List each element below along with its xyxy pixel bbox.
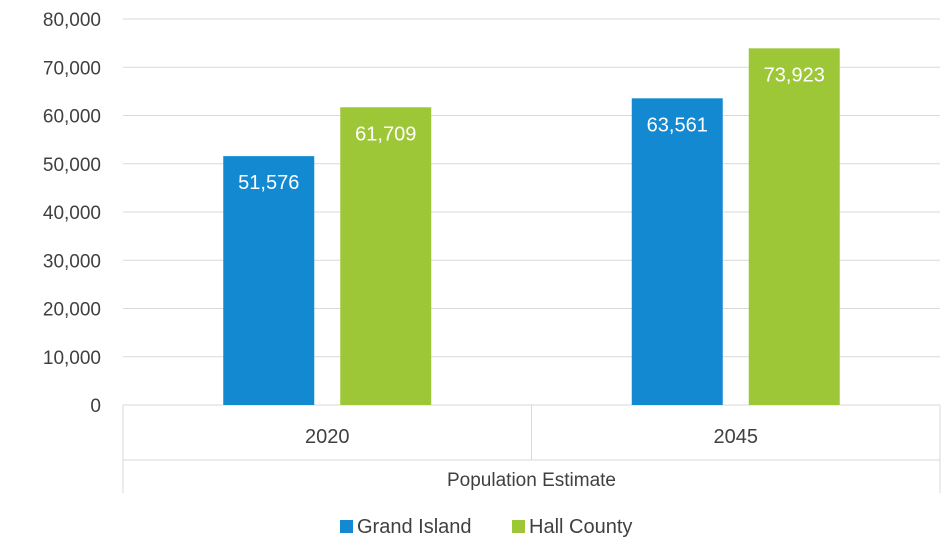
y-tick-label: 80,000	[43, 10, 101, 31]
y-tick-label: 60,000	[43, 107, 101, 128]
y-tick-label: 20,000	[43, 300, 101, 321]
legend-swatch	[512, 520, 525, 533]
bar	[223, 156, 315, 405]
legend-entry: Hall County	[529, 516, 632, 538]
y-tick-label: 10,000	[43, 348, 101, 369]
x-tick-label: 2045	[714, 426, 759, 448]
bar	[340, 107, 432, 405]
data-label: 63,561	[647, 114, 708, 136]
legend-entry: Grand Island	[357, 516, 472, 538]
y-tick-label: 0	[90, 396, 101, 417]
legend-swatch	[340, 520, 353, 533]
y-tick-label: 40,000	[43, 203, 101, 224]
group-label: Population Estimate	[447, 470, 616, 491]
data-label: 73,923	[764, 64, 825, 86]
y-tick-label: 50,000	[43, 155, 101, 176]
y-tick-label: 30,000	[43, 251, 101, 272]
bar	[631, 98, 723, 405]
y-tick-label: 70,000	[43, 58, 101, 79]
x-tick-label: 2020	[305, 426, 350, 448]
data-label: 61,709	[355, 123, 416, 145]
bar	[748, 48, 840, 405]
data-label: 51,576	[238, 172, 299, 194]
